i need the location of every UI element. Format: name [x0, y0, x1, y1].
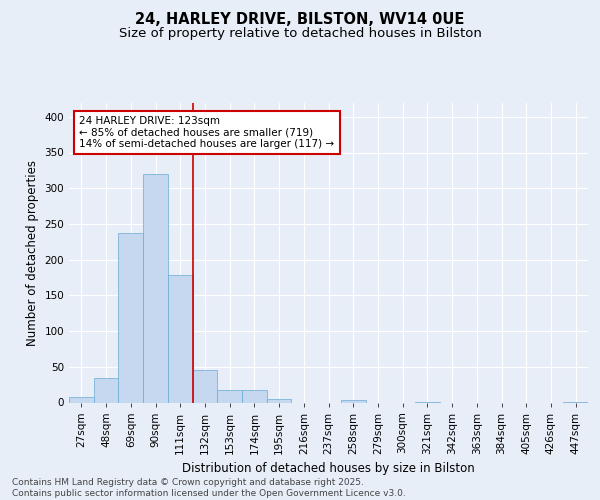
Bar: [69, 397, 94, 402]
X-axis label: Distribution of detached houses by size in Bilston: Distribution of detached houses by size …: [182, 462, 475, 475]
Bar: [143, 174, 168, 402]
Bar: [118, 232, 143, 402]
Bar: [193, 370, 217, 402]
Bar: [94, 378, 118, 402]
Text: 24, HARLEY DRIVE, BILSTON, WV14 0UE: 24, HARLEY DRIVE, BILSTON, WV14 0UE: [136, 12, 464, 28]
Text: Size of property relative to detached houses in Bilston: Size of property relative to detached ho…: [119, 28, 481, 40]
Bar: [242, 390, 267, 402]
Bar: [267, 399, 292, 402]
Text: Contains HM Land Registry data © Crown copyright and database right 2025.
Contai: Contains HM Land Registry data © Crown c…: [12, 478, 406, 498]
Bar: [168, 276, 193, 402]
Bar: [217, 390, 242, 402]
Text: 24 HARLEY DRIVE: 123sqm
← 85% of detached houses are smaller (719)
14% of semi-d: 24 HARLEY DRIVE: 123sqm ← 85% of detache…: [79, 116, 335, 149]
Y-axis label: Number of detached properties: Number of detached properties: [26, 160, 39, 346]
Bar: [341, 400, 365, 402]
